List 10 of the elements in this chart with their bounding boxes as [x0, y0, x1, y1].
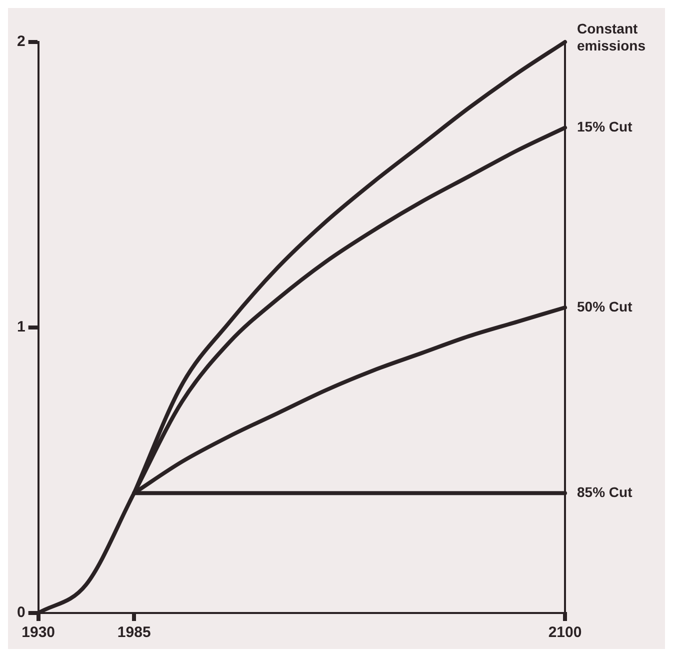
- series-label: 15% Cut: [577, 118, 633, 135]
- y-tick-label: 0: [17, 604, 26, 622]
- y-tick-label: 2: [17, 33, 26, 50]
- x-tick-label: 2100: [548, 624, 582, 642]
- x-tick-label: 1985: [117, 624, 151, 642]
- x-tick-label: 1930: [22, 624, 56, 642]
- series-label: Constant emissions: [577, 20, 646, 54]
- series-label: 85% Cut: [577, 484, 633, 500]
- y-tick-label: 1: [17, 318, 26, 336]
- series-label: 50% Cut: [577, 298, 633, 314]
